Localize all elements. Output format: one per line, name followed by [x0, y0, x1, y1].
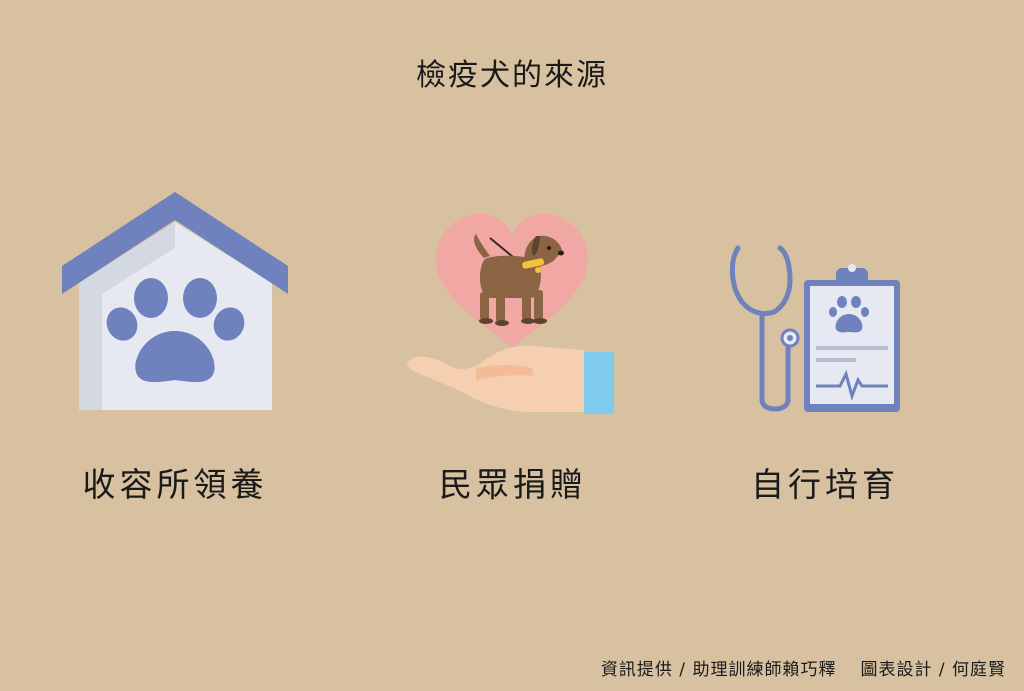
source-label-breeding: 自行培育	[751, 465, 899, 504]
stethoscope-clipboard-icon	[728, 240, 904, 416]
hand-heart-dog-icon	[406, 208, 620, 420]
info-credit: 資訊提供 / 助理訓練師賴巧釋	[600, 660, 837, 680]
shelter-house-paw-icon	[62, 190, 288, 415]
design-credit: 圖表設計 / 何庭賢	[860, 660, 1006, 680]
source-label-donation: 民眾捐贈	[439, 465, 587, 504]
source-label-shelter: 收容所領養	[82, 465, 268, 504]
credits-footer: 資訊提供 / 助理訓練師賴巧釋 圖表設計 / 何庭賢	[601, 655, 1006, 680]
page-title: 檢疫犬的來源	[416, 58, 608, 93]
